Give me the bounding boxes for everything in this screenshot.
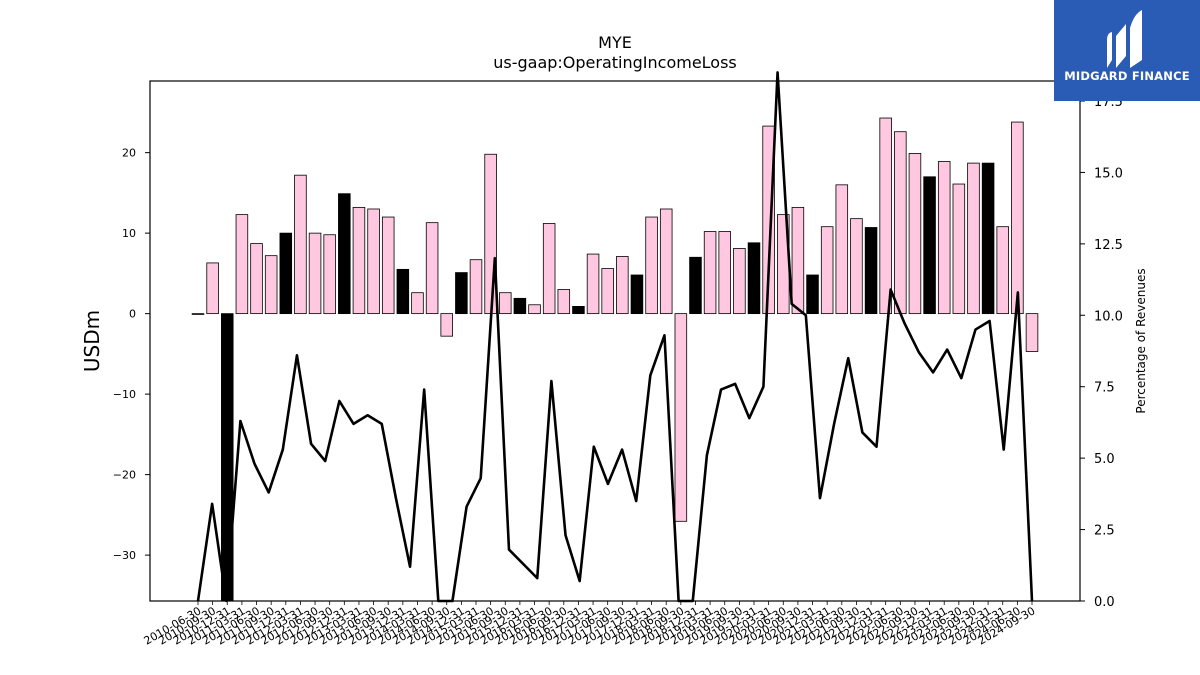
midgard-finance-logo: MIDGARD FINANCE bbox=[1054, 0, 1200, 101]
bar bbox=[923, 176, 936, 315]
bar bbox=[835, 184, 849, 315]
chart-title: MYE bbox=[598, 33, 632, 52]
bar bbox=[718, 231, 731, 315]
bar bbox=[820, 226, 834, 315]
bar bbox=[440, 313, 453, 337]
bar bbox=[937, 161, 951, 315]
bar bbox=[455, 272, 468, 315]
bar bbox=[338, 193, 351, 315]
bar bbox=[425, 222, 439, 315]
x-axis: 2010-06-302010-09-302010-12-312011-03-31… bbox=[142, 601, 1038, 648]
chart-subtitle: us-gaap:OperatingIncomeLoss bbox=[493, 53, 737, 72]
bar bbox=[513, 297, 527, 315]
bar bbox=[762, 125, 775, 315]
bar bbox=[411, 292, 424, 315]
bar bbox=[323, 234, 336, 315]
y2-tick-label: 5.0 bbox=[1094, 452, 1115, 467]
bar bbox=[806, 274, 819, 315]
bar bbox=[630, 274, 644, 315]
pct-of-revenues-line bbox=[196, 71, 1034, 603]
y-tick-label: 0 bbox=[129, 308, 136, 321]
bar bbox=[191, 313, 205, 315]
bar bbox=[967, 162, 980, 315]
bar bbox=[250, 243, 263, 315]
bar bbox=[279, 232, 293, 315]
bar bbox=[601, 268, 614, 315]
y2-tick-label: 12.5 bbox=[1094, 238, 1123, 253]
bar bbox=[894, 131, 907, 315]
bar bbox=[879, 117, 892, 315]
bar bbox=[352, 206, 366, 315]
bar bbox=[952, 183, 966, 315]
y-tick-label: 20 bbox=[122, 147, 136, 160]
bar bbox=[308, 232, 322, 315]
bar bbox=[850, 218, 863, 315]
bar bbox=[674, 313, 688, 522]
bar bbox=[703, 231, 717, 315]
bar bbox=[659, 208, 673, 315]
logo-mark-icon bbox=[1107, 10, 1142, 68]
y2-tick-label: 2.5 bbox=[1094, 524, 1115, 539]
bar bbox=[616, 256, 629, 315]
bar bbox=[864, 227, 878, 315]
bar bbox=[469, 259, 483, 315]
bar bbox=[499, 292, 512, 315]
bar bbox=[645, 216, 658, 315]
right-axis: 0.02.55.07.510.012.515.017.5 bbox=[1080, 95, 1123, 610]
logo-text: MIDGARD FINANCE bbox=[1064, 69, 1190, 83]
y-tick-label: −10 bbox=[113, 388, 136, 401]
bar bbox=[235, 214, 249, 315]
plot-frame bbox=[149, 80, 1081, 602]
bar bbox=[689, 256, 702, 315]
y-axis-label: USDm bbox=[80, 310, 104, 372]
bar bbox=[1025, 313, 1039, 352]
y2-tick-label: 15.0 bbox=[1094, 166, 1123, 181]
bar bbox=[542, 223, 556, 315]
bar bbox=[221, 313, 234, 602]
bar bbox=[586, 253, 600, 315]
bar bbox=[294, 174, 307, 315]
bar bbox=[206, 262, 219, 315]
y2-tick-label: 0.0 bbox=[1094, 595, 1115, 610]
y-tick-label: −30 bbox=[113, 549, 136, 562]
y2-tick-label: 10.0 bbox=[1094, 309, 1123, 324]
bar bbox=[747, 242, 761, 315]
y2-axis-label: Percentage of Revenues bbox=[1134, 268, 1148, 413]
bar bbox=[381, 216, 395, 315]
bar bbox=[367, 208, 380, 315]
bar bbox=[908, 153, 922, 315]
y-tick-label: 10 bbox=[122, 227, 136, 240]
bar bbox=[733, 248, 746, 315]
bar bbox=[791, 206, 805, 315]
y-tick-label: −20 bbox=[113, 469, 136, 482]
bar bbox=[264, 255, 278, 315]
bar bbox=[996, 226, 1009, 315]
line-layer bbox=[196, 71, 1034, 603]
bar bbox=[981, 162, 995, 315]
bar bbox=[528, 304, 541, 315]
bar bbox=[484, 153, 497, 315]
bar bbox=[396, 268, 410, 315]
bars-layer bbox=[191, 117, 1039, 602]
bar bbox=[1011, 121, 1024, 315]
bar bbox=[557, 289, 571, 315]
y2-tick-label: 7.5 bbox=[1094, 381, 1115, 396]
left-axis: −30 −20 −10 0 10 20 bbox=[113, 147, 150, 562]
bar bbox=[572, 305, 585, 315]
